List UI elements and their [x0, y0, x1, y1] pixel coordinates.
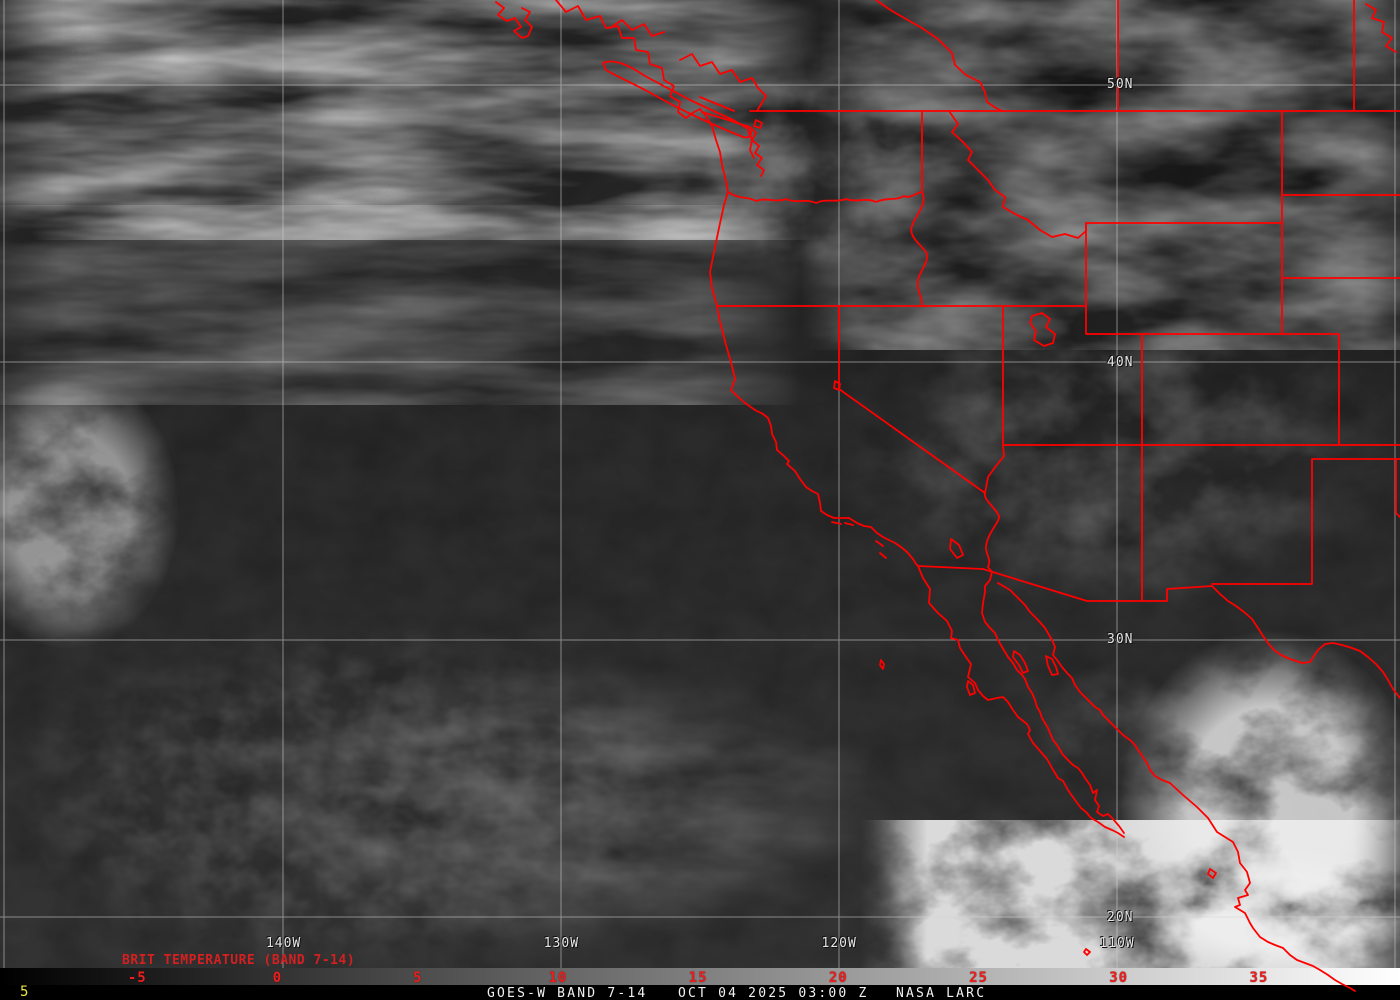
- longitude-label: 140W: [265, 936, 302, 951]
- satellite-band-label: GOES-W BAND 7-14: [487, 986, 648, 1000]
- us-mexico-border: [917, 565, 1400, 699]
- colorbar-tick: 20: [828, 970, 848, 986]
- baja-east-coast: [981, 566, 1125, 834]
- salton-sea: [949, 538, 964, 559]
- lake-tahoe: [833, 380, 841, 391]
- nevada-california-border: [838, 305, 1005, 568]
- latitude-label: 50N: [1107, 77, 1134, 92]
- columbia-snake-borders: [727, 191, 928, 307]
- colorbar-tick: 15: [688, 970, 708, 986]
- colorbar-tick: 10: [548, 970, 568, 986]
- state-borders: [716, 0, 1400, 602]
- latitude-label: 40N: [1107, 354, 1134, 370]
- colorbar-tick: 0: [272, 970, 283, 986]
- colorbar-tick: 5: [412, 970, 423, 986]
- source-label: NASA LARC: [896, 986, 987, 1000]
- colorbar-tick: 35: [1249, 970, 1269, 986]
- manitoba-lake: [1365, 3, 1397, 53]
- longitude-label: 130W: [543, 936, 580, 951]
- timestamp-label: OCT 04 2025 03:00 Z: [678, 986, 869, 1000]
- colorbar-tick: 30: [1109, 970, 1129, 986]
- colorbar-tick: -5: [127, 970, 147, 986]
- mexico-mainland-coast: [997, 582, 1356, 992]
- product-label: BRIT TEMPERATURE (BAND 7-14): [122, 953, 356, 968]
- vancouver-island: [602, 60, 752, 139]
- latitude-label: 30N: [1107, 632, 1134, 647]
- continental-divide-borders: [875, 0, 1087, 239]
- longitude-label: 120W: [821, 936, 857, 951]
- great-salt-lake: [1029, 312, 1056, 347]
- british-columbia-coast: [495, 0, 767, 119]
- pacific-coastline: [699, 108, 1125, 838]
- frame-indicator: 5: [20, 984, 30, 1000]
- longitude-label: 110W: [1099, 936, 1135, 951]
- colorbar-tick: 25: [969, 970, 988, 986]
- latlon-grid: [0, 0, 1400, 968]
- guadalupe-island: [879, 659, 885, 670]
- channel-islands: [831, 521, 887, 559]
- puget-sound: [701, 111, 765, 177]
- latitude-label: 20N: [1107, 909, 1134, 925]
- cedros-island: [966, 680, 976, 696]
